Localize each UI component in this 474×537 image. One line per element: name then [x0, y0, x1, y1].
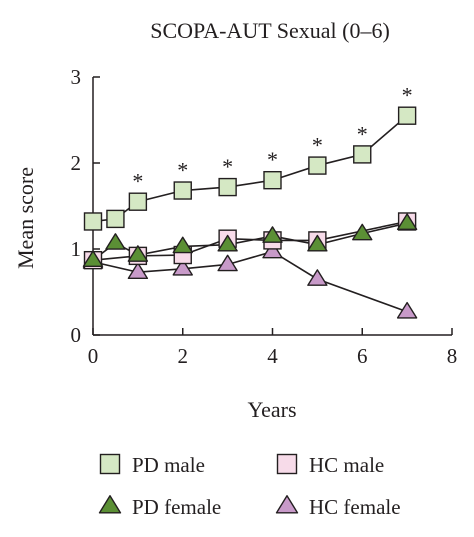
data-point — [217, 254, 238, 272]
legend-item: PD female — [98, 495, 221, 519]
legend-label: PD female — [132, 495, 221, 519]
data-point — [82, 250, 104, 267]
significance-star: * — [267, 147, 278, 172]
y-tick-label: 2 — [71, 151, 82, 175]
x-tick-label: 6 — [357, 344, 368, 368]
series-points — [82, 213, 418, 267]
x-axis-label: Years — [247, 397, 296, 422]
x-tick-label: 0 — [88, 344, 99, 368]
series-markers — [82, 106, 418, 319]
chart-title: SCOPA-AUT Sexual (0–6) — [150, 18, 390, 43]
x-tick-label: 8 — [447, 344, 458, 368]
y-tick-label: 3 — [71, 65, 82, 89]
legend-label: PD male — [132, 453, 205, 477]
legend-marker — [98, 495, 122, 514]
legend-item: HC female — [275, 495, 401, 519]
data-point — [127, 245, 149, 262]
data-point — [218, 177, 237, 197]
legend-item: HC male — [276, 453, 384, 477]
data-point — [106, 209, 125, 229]
y-tick-label: 0 — [71, 323, 82, 347]
data-point — [307, 234, 328, 252]
x-tick-label: 2 — [178, 344, 189, 368]
data-point — [307, 269, 328, 286]
data-point — [397, 106, 417, 125]
data-point — [262, 241, 283, 259]
significance-star: * — [357, 121, 368, 146]
data-point — [262, 226, 283, 243]
legend-marker — [276, 453, 298, 475]
x-tick-label: 4 — [267, 344, 278, 368]
legend-item: PD male — [99, 453, 205, 477]
data-point — [127, 262, 149, 280]
series-layer — [82, 106, 418, 319]
data-point — [352, 223, 373, 241]
data-point — [128, 192, 148, 211]
legend-label: HC female — [309, 495, 401, 519]
axes: 0 1 2 3 0 2 4 6 8 — [71, 65, 458, 368]
data-point — [105, 233, 126, 250]
data-point — [396, 301, 418, 319]
data-point — [217, 234, 238, 252]
legend: PD male HC male PD female HC female — [98, 453, 401, 519]
legend-label: HC male — [309, 453, 384, 477]
data-point — [263, 170, 282, 190]
y-axis-label: Mean score — [13, 167, 38, 269]
data-point — [308, 156, 327, 175]
data-point — [396, 213, 418, 231]
series-points — [83, 106, 417, 231]
y-tick-label: 1 — [71, 237, 82, 261]
significance-star: * — [312, 133, 323, 158]
legend-marker — [99, 453, 121, 475]
data-point — [172, 236, 193, 254]
significance-star: * — [177, 158, 188, 183]
significance-markers: * * * * * * * — [132, 83, 412, 194]
significance-star: * — [132, 169, 143, 194]
legend-marker — [275, 495, 299, 514]
data-point — [172, 258, 193, 276]
data-point — [173, 181, 192, 200]
data-point — [83, 212, 103, 231]
significance-star: * — [402, 83, 413, 108]
data-point — [353, 145, 372, 164]
significance-star: * — [222, 154, 233, 179]
